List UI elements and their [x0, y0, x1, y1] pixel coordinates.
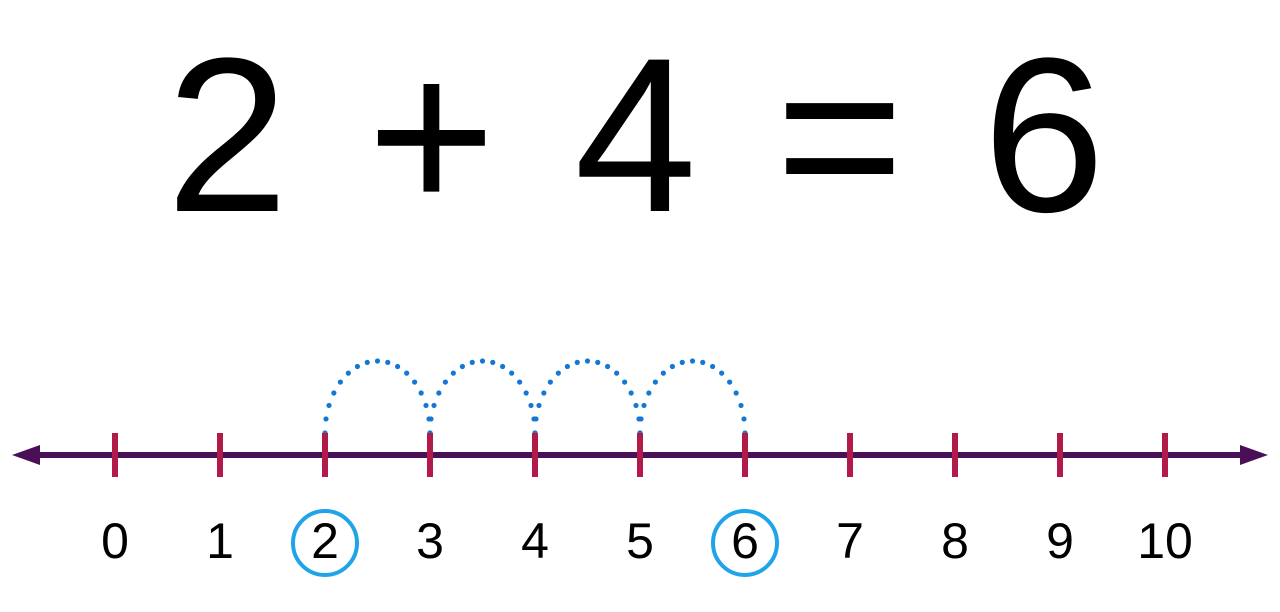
- hop-arcs: [322, 358, 747, 435]
- tick-label-10: 10: [1137, 513, 1193, 569]
- tick-label-5: 5: [626, 513, 654, 569]
- tick-label-9: 9: [1046, 513, 1074, 569]
- diagram-stage: 2 + 4 = 6 012345678910: [0, 0, 1280, 612]
- tick-label-0: 0: [101, 513, 129, 569]
- tick-label-1: 1: [206, 513, 234, 569]
- labels-layer: 0 1 2 3 4 5 6 7 8 9 10: [101, 513, 1193, 569]
- tick-label-6: 6: [731, 513, 759, 569]
- tick-label-8: 8: [941, 513, 969, 569]
- numberline-svg: 0 1 2 3 4 5 6 7 8 9 10: [0, 0, 1280, 612]
- tick-label-3: 3: [416, 513, 444, 569]
- tick-label-7: 7: [836, 513, 864, 569]
- tick-label-2: 2: [311, 513, 339, 569]
- tick-label-4: 4: [521, 513, 549, 569]
